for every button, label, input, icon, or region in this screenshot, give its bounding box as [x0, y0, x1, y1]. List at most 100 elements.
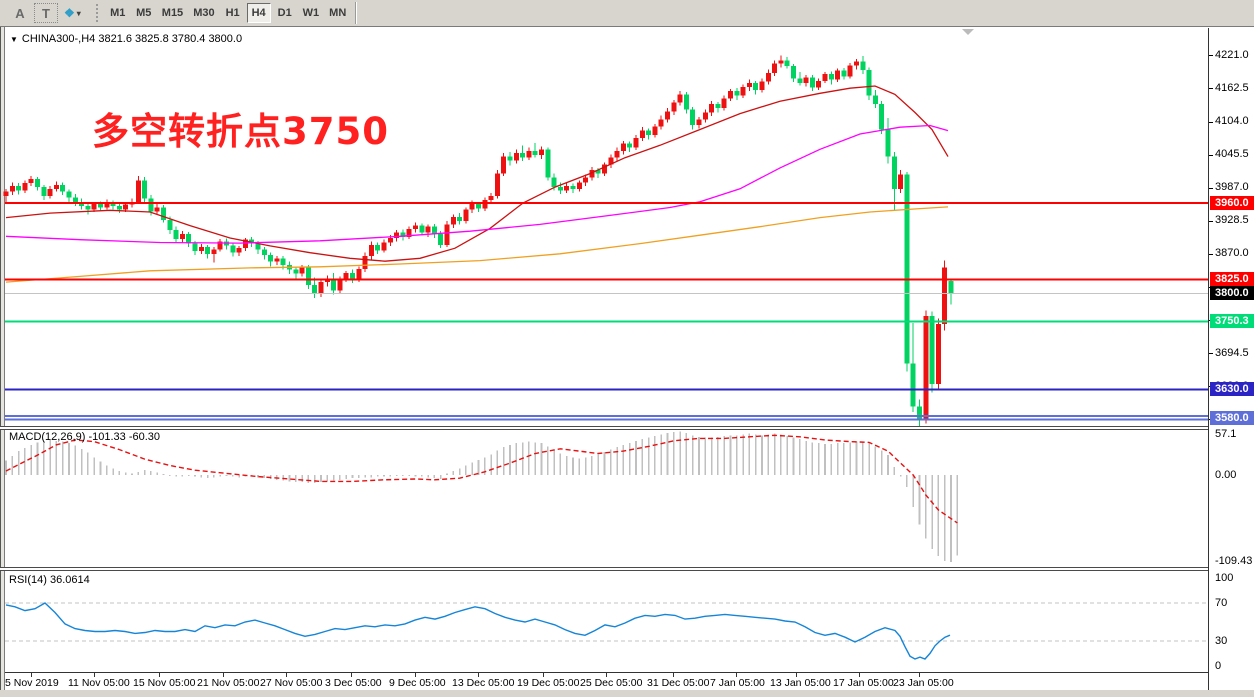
candle-body	[557, 187, 563, 191]
timeframe-m5-button[interactable]: M5	[136, 7, 152, 19]
price-badge: 3800.0	[1210, 286, 1254, 301]
candle-body	[9, 185, 15, 192]
arrows-icon: ❖	[64, 6, 75, 20]
candle-body	[797, 78, 803, 84]
timeframe-h4-button[interactable]: H4	[246, 3, 271, 23]
candle-body	[778, 60, 784, 64]
candle-body	[910, 363, 916, 407]
candle-body	[885, 129, 891, 157]
candle-body	[53, 184, 59, 189]
timeframe-m1-button[interactable]: M1	[110, 7, 126, 19]
candle-body	[715, 104, 721, 108]
candle-body	[734, 91, 740, 96]
candle-body	[658, 119, 664, 127]
candle-body	[702, 112, 708, 120]
candle-body	[917, 406, 922, 421]
time-axis-label: 19 Dec 05:00	[517, 677, 580, 689]
candle-body	[3, 191, 9, 197]
candle-body	[803, 77, 809, 84]
candle-body	[293, 269, 299, 274]
rsi-line	[5, 602, 951, 660]
candle-body	[728, 91, 733, 99]
candle-body	[513, 153, 519, 161]
candle-body	[791, 66, 796, 79]
candle-body	[91, 204, 97, 210]
candle-body	[646, 130, 652, 136]
candle-body	[413, 225, 418, 229]
candle-body	[847, 65, 853, 77]
candle-body	[866, 70, 872, 96]
candle-body	[879, 104, 885, 130]
candle-body	[809, 77, 815, 88]
price-axis-tick	[1209, 253, 1213, 255]
time-axis-tick	[796, 673, 797, 677]
candle-body	[135, 180, 141, 202]
timeframe-m30-button[interactable]: M30	[193, 7, 215, 19]
ma-magenta	[5, 124, 949, 244]
candle-body	[816, 80, 822, 88]
candle-body	[476, 204, 481, 209]
candle-body	[507, 156, 513, 161]
chart-title: ▼ CHINA300-,H4 3821.6 3825.8 3780.4 3800.…	[10, 33, 242, 45]
candle-body	[652, 126, 658, 136]
candle-body	[551, 177, 557, 188]
candle-body	[671, 102, 677, 112]
candle-body	[721, 98, 727, 108]
collapse-icon[interactable]: ▼	[10, 35, 18, 44]
candle-body	[759, 81, 765, 90]
candle-body	[186, 234, 192, 244]
candle-body	[841, 70, 847, 77]
candle-body	[104, 202, 110, 208]
timeframe-mn-button[interactable]: MN	[329, 7, 347, 19]
macd-label: MACD(12,26,9) -101.33 -60.30	[9, 431, 161, 443]
time-axis: 5 Nov 2019 11 Nov 05:00 15 Nov 05:00 21 Nov…	[5, 672, 1208, 690]
time-axis-label: 3 Dec 05:00	[325, 677, 382, 689]
chart-canvas[interactable]	[0, 27, 1254, 690]
candle-body	[28, 179, 34, 184]
text-label-tool-button[interactable]: A	[15, 5, 25, 21]
time-axis-tick	[919, 673, 920, 677]
candle-body	[331, 278, 337, 291]
candle-body	[41, 187, 47, 197]
price-axis-tick	[1209, 353, 1213, 354]
price-badge: 3750.3	[1210, 314, 1254, 329]
candle-body	[280, 258, 286, 266]
price-axis-label: 3694.5	[1215, 346, 1249, 359]
arrows-tool-button[interactable]: ❖ ▾	[60, 3, 85, 23]
time-axis-tick	[223, 673, 224, 677]
candle-body	[891, 156, 897, 189]
candle-body	[898, 174, 904, 189]
time-axis-tick	[94, 673, 95, 677]
rsi-axis-label: 70	[1215, 596, 1228, 609]
candle-body	[173, 230, 179, 240]
price-axis-label: 4104.0	[1215, 115, 1249, 128]
time-axis-tick	[606, 673, 607, 677]
price-badge: 3960.0	[1210, 195, 1254, 210]
candle-body	[217, 241, 223, 250]
time-axis-tick	[543, 673, 544, 677]
price-axis-tick	[1209, 220, 1213, 222]
timeframe-m15-button[interactable]: M15	[161, 7, 184, 19]
timeframe-d1-button[interactable]: D1	[277, 7, 292, 19]
time-axis-tick	[286, 673, 287, 677]
candle-body	[362, 256, 368, 270]
timeframe-h1-button[interactable]: H1	[225, 7, 240, 19]
rsi-axis-label: 30	[1215, 634, 1228, 647]
candle-body	[665, 111, 670, 120]
candle-body	[381, 242, 387, 251]
text-tool-button[interactable]: T	[34, 3, 58, 23]
candle-body	[860, 61, 866, 71]
candle-body	[872, 95, 878, 105]
main-macd-splitter[interactable]	[0, 426, 1254, 430]
candle-body	[929, 315, 935, 384]
price-axis-label: 3870.0	[1215, 247, 1249, 260]
candle-body	[305, 267, 311, 285]
macd-rsi-splitter[interactable]	[0, 567, 1254, 571]
candle-body	[268, 254, 274, 262]
candle-body	[753, 83, 759, 90]
time-axis-tick	[859, 673, 860, 677]
timeframe-w1-button[interactable]: W1	[302, 7, 320, 19]
candle-body	[343, 273, 349, 279]
candle-body	[261, 249, 267, 255]
candle-body	[822, 74, 828, 81]
